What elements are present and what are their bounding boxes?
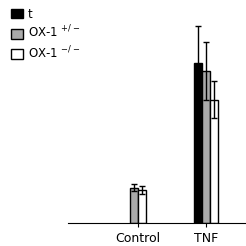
Bar bbox=[210, 100, 218, 223]
Bar bbox=[194, 63, 202, 223]
Bar bbox=[138, 190, 146, 223]
Bar bbox=[130, 188, 138, 223]
Bar bbox=[202, 71, 210, 223]
Legend: t, OX-1 $^{+/-}$, OX-1 $^{-/-}$: t, OX-1 $^{+/-}$, OX-1 $^{-/-}$ bbox=[7, 3, 85, 66]
